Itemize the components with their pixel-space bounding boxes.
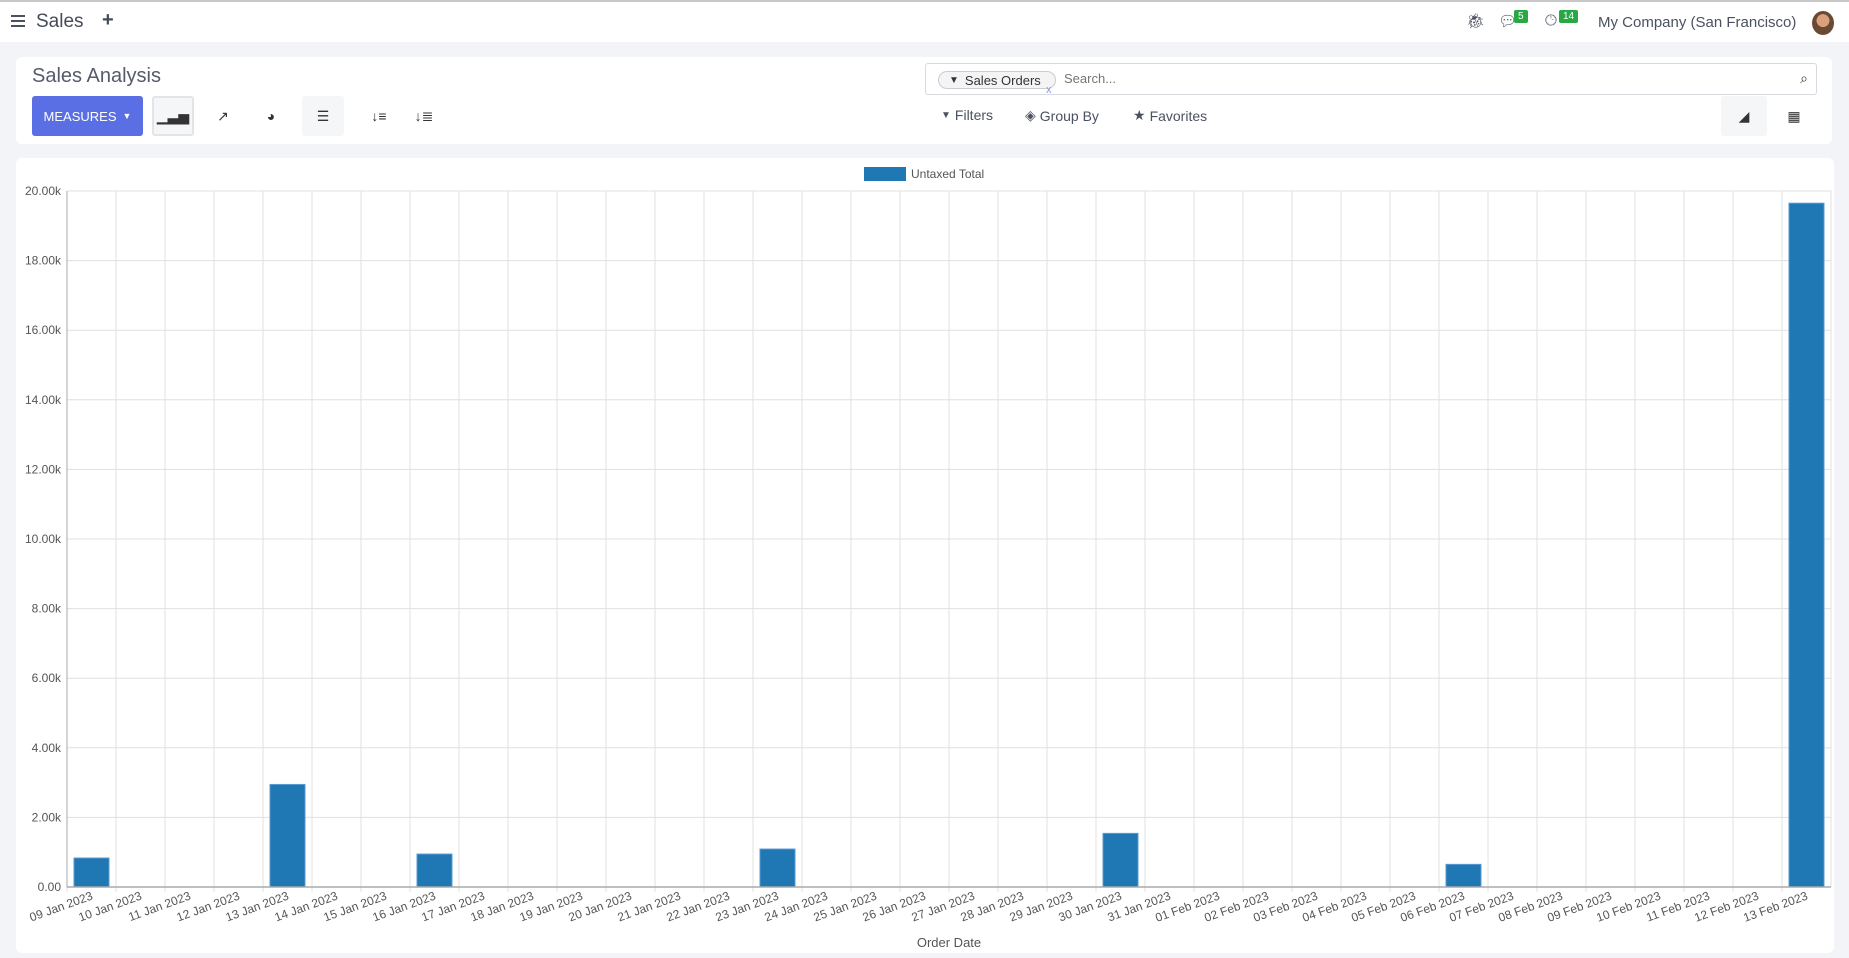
bar	[416, 853, 453, 888]
messages-badge: 5	[1514, 10, 1528, 23]
group-by-label: Group By	[1039, 107, 1099, 124]
chart-card	[16, 158, 1834, 953]
pivot-view-button[interactable]: ▦	[1773, 96, 1815, 136]
app-name[interactable]: Sales	[36, 11, 84, 32]
search-facet[interactable]: ▼ Sales Orders	[938, 71, 1056, 89]
filter-icon: ▼	[949, 74, 959, 86]
table-icon: ▦	[1787, 107, 1801, 124]
x-axis-title: Order Date	[917, 935, 981, 950]
bar-chart-button[interactable]: ▁▃▅	[152, 96, 194, 136]
top-navbar: Sales + 🐞︎ 💬︎ 5 🕒︎ 14 My Company (San Fr…	[0, 0, 1849, 42]
database-icon: ☰	[316, 107, 330, 124]
bar	[73, 857, 110, 888]
group-by-button[interactable]: ◈ Group By	[1025, 107, 1099, 124]
bar	[1445, 863, 1482, 888]
pie-chart-icon: ◕	[266, 108, 276, 124]
graph-view-button[interactable]: ◢	[1721, 96, 1767, 136]
facet-label: Sales Orders	[964, 72, 1041, 88]
y-tick-label: 18.00k	[25, 254, 62, 268]
facet-remove-icon[interactable]: x	[1046, 84, 1052, 96]
filters-label: Filters	[954, 107, 994, 123]
bar-chart-icon: ▁▃▅	[156, 107, 190, 124]
search-bar[interactable]: ▼ Sales Orders x ⌕	[925, 63, 1817, 96]
y-tick-label: 14.00k	[25, 393, 62, 407]
menu-icon[interactable]	[11, 15, 25, 27]
favorites-label: Favorites	[1149, 107, 1208, 124]
measures-button[interactable]: MEASURES ▼	[32, 96, 143, 136]
star-icon: ★	[1133, 107, 1146, 123]
avatar[interactable]	[1812, 11, 1834, 35]
search-icon[interactable]: ⌕	[1800, 70, 1808, 86]
layers-icon: ◈	[1025, 107, 1036, 123]
y-tick-label: 0.00	[38, 880, 62, 894]
sort-descending-icon: ↓≡	[371, 108, 387, 124]
search-input[interactable]	[1064, 71, 1664, 86]
control-panel: Sales Analysis MEASURES ▼ ▁▃▅ ↗ ◕ ☰ ↓≡ ↓…	[16, 57, 1832, 144]
caret-down-icon: ▼	[122, 111, 132, 121]
filter-icon: ▼	[941, 109, 951, 121]
clock-icon[interactable]: 🕒︎	[1545, 12, 1557, 29]
sort-ascending-icon: ↓≣	[414, 107, 434, 124]
sort-descending-button[interactable]: ↓≡	[358, 96, 400, 136]
pie-chart-button[interactable]: ◕	[250, 96, 292, 136]
y-tick-label: 10.00k	[25, 532, 62, 546]
filters-button[interactable]: ▼ Filters	[941, 107, 993, 123]
bar	[759, 848, 796, 888]
y-tick-label: 12.00k	[25, 462, 62, 476]
bar	[269, 783, 306, 888]
area-chart-icon: ◢	[1738, 107, 1750, 124]
y-tick-label: 4.00k	[32, 741, 62, 755]
bar	[1788, 202, 1825, 888]
y-tick-label: 20.00k	[25, 184, 62, 198]
legend-swatch	[864, 167, 906, 181]
measures-label: MEASURES	[43, 108, 117, 124]
y-tick-label: 6.00k	[32, 671, 62, 685]
y-tick-label: 16.00k	[25, 323, 62, 337]
chat-icon[interactable]: 💬︎	[1498, 13, 1518, 30]
bug-icon[interactable]: 🐞︎	[1466, 13, 1486, 30]
sort-ascending-button[interactable]: ↓≣	[403, 96, 445, 136]
stacked-button[interactable]: ☰	[302, 96, 344, 136]
y-tick-label: 8.00k	[32, 602, 62, 616]
plus-icon[interactable]: +	[102, 9, 114, 31]
company-switcher[interactable]: My Company (San Francisco)	[1598, 14, 1797, 31]
legend-label: Untaxed Total	[911, 167, 984, 181]
favorites-button[interactable]: ★ Favorites	[1133, 107, 1207, 124]
line-chart-button[interactable]: ↗	[202, 96, 244, 136]
page-title: Sales Analysis	[32, 65, 161, 87]
activities-badge: 14	[1559, 10, 1579, 23]
y-tick-label: 2.00k	[32, 810, 62, 824]
bar	[1102, 832, 1139, 888]
line-chart-icon: ↗	[217, 107, 229, 124]
